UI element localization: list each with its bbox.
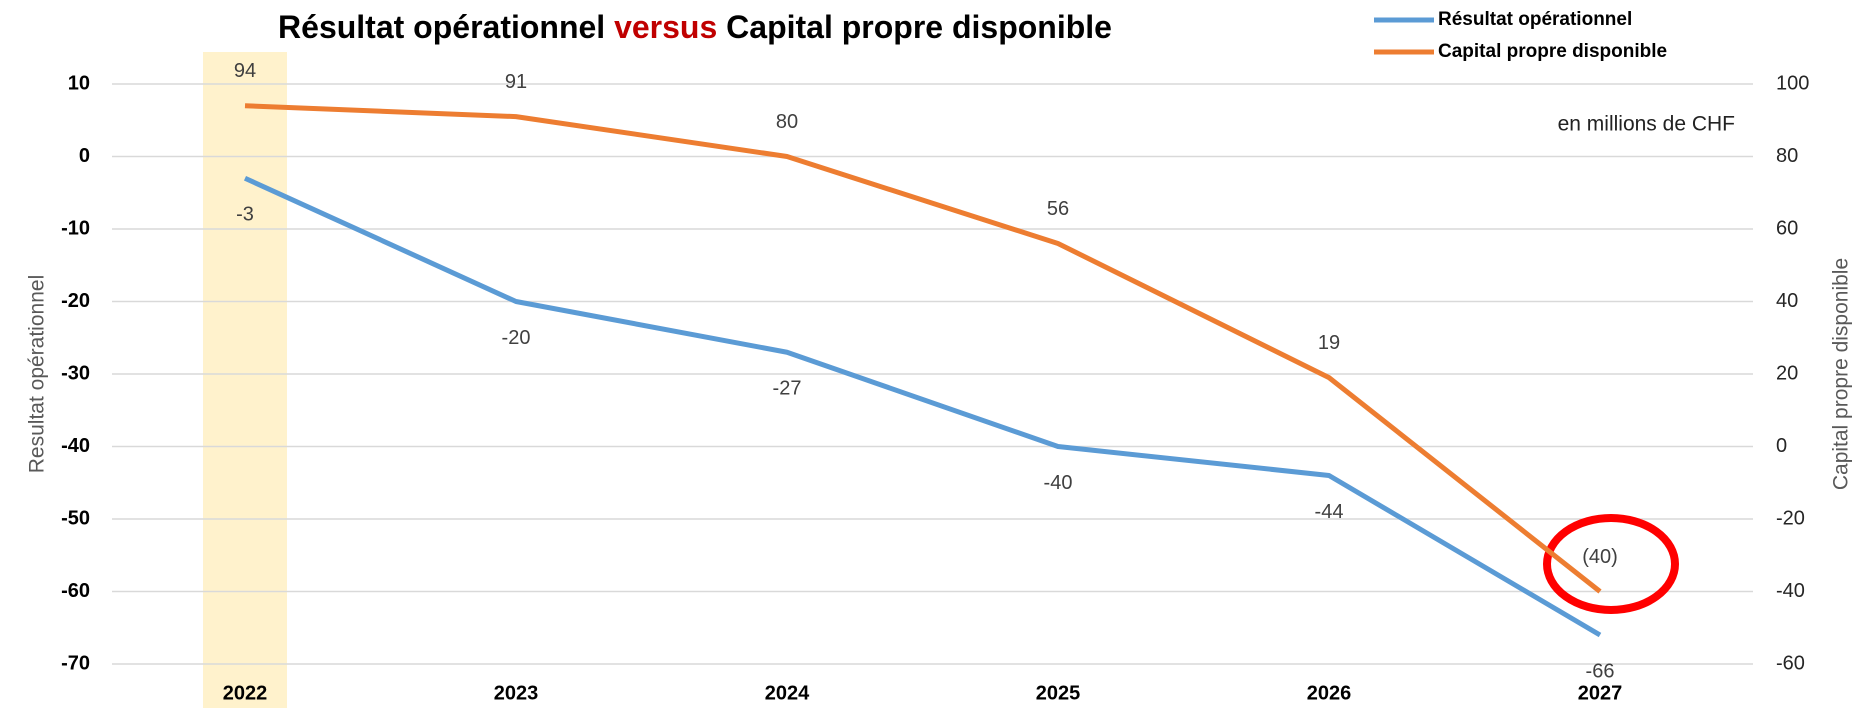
title-part: Résultat opérationnel bbox=[278, 9, 605, 45]
chart-title: Résultat opérationnel versus Capital pro… bbox=[278, 9, 1112, 45]
data-label: 94 bbox=[234, 60, 256, 82]
series-line bbox=[244, 103, 1602, 594]
data-label: 19 bbox=[1318, 332, 1340, 354]
data-label: -27 bbox=[773, 378, 802, 400]
data-label: 80 bbox=[776, 111, 798, 133]
y2-tick-label: 20 bbox=[1776, 362, 1798, 384]
y-tick-label: -10 bbox=[61, 217, 90, 239]
y2-tick-label: 0 bbox=[1776, 435, 1787, 457]
y-tick-label: -50 bbox=[61, 507, 90, 529]
x-tick-label: 2022 bbox=[223, 682, 268, 704]
y-tick-label: 0 bbox=[79, 145, 90, 167]
highlight-circle bbox=[1543, 514, 1679, 614]
y-tick-label: -70 bbox=[61, 652, 90, 674]
y2-tick-label: 80 bbox=[1776, 145, 1798, 167]
series-line bbox=[243, 175, 1602, 638]
data-label: 56 bbox=[1047, 198, 1069, 220]
y2-tick-label: -60 bbox=[1776, 652, 1805, 674]
y2-tick-label: 100 bbox=[1776, 72, 1809, 94]
data-label: -40 bbox=[1044, 472, 1073, 494]
data-label: -44 bbox=[1315, 501, 1344, 523]
grid-layer bbox=[112, 83, 1753, 665]
x-tick-label: 2023 bbox=[494, 682, 539, 704]
data-label: -3 bbox=[236, 204, 254, 226]
legend-label: Résultat opérationnel bbox=[1438, 9, 1632, 30]
title-part: versus bbox=[614, 9, 717, 45]
title-part: Capital propre disponible bbox=[726, 9, 1112, 45]
y-tick-label: -40 bbox=[61, 435, 90, 457]
y2-tick-label: -40 bbox=[1776, 580, 1805, 602]
y-tick-label: -60 bbox=[61, 580, 90, 602]
background-layer bbox=[203, 52, 287, 708]
highlight-band bbox=[203, 52, 287, 708]
y-tick-label: 10 bbox=[68, 72, 90, 94]
y2-tick-label: 40 bbox=[1776, 290, 1798, 312]
data-label: -66 bbox=[1586, 660, 1615, 682]
data-label: (40) bbox=[1582, 546, 1618, 568]
legend-label: Capital propre disponible bbox=[1438, 41, 1667, 62]
y-tick-label: -30 bbox=[61, 362, 90, 384]
data-label: 91 bbox=[505, 71, 527, 93]
x-tick-label: 2027 bbox=[1578, 682, 1623, 704]
data-label: -20 bbox=[502, 327, 531, 349]
x-tick-label: 2025 bbox=[1036, 682, 1081, 704]
y2-tick-label: -20 bbox=[1776, 507, 1805, 529]
x-tick-label: 2024 bbox=[765, 682, 810, 704]
annotation: en millions de CHF bbox=[1558, 113, 1735, 136]
y2-axis-label: Capital propre disponible bbox=[1830, 258, 1853, 490]
x-tick-label: 2026 bbox=[1307, 682, 1352, 704]
y-tick-label: -20 bbox=[61, 290, 90, 312]
y-axis-label: Resultat opérationnel bbox=[26, 275, 49, 473]
y2-tick-label: 60 bbox=[1776, 217, 1798, 239]
